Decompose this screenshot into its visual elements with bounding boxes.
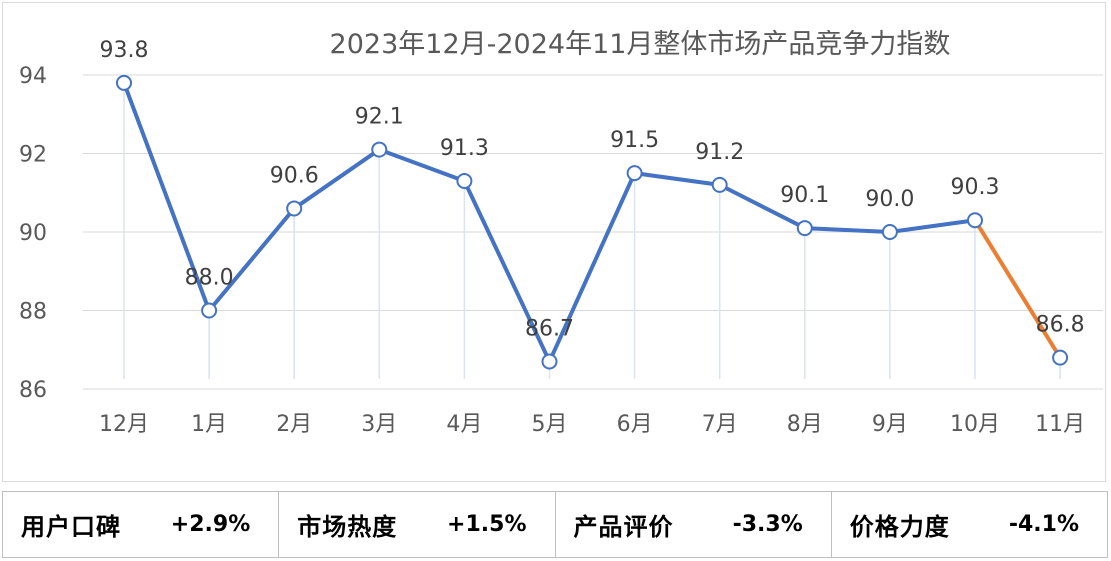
- x-tick-label: 2月: [276, 412, 312, 437]
- summary-cell-market-heat: 市场热度 +1.5%: [279, 492, 556, 557]
- series-line: [122, 80, 1063, 364]
- x-tick-label: 4月: [446, 412, 482, 437]
- y-tick-label: 94: [19, 64, 47, 89]
- data-label: 91.2: [695, 140, 744, 165]
- y-tick-label: 92: [19, 143, 47, 168]
- data-markers: [116, 74, 1069, 370]
- summary-label: 用户口碑: [21, 513, 121, 541]
- x-axis-ticks: 12月 1月 2月 3月 4月 5月 6月 7月 8月 9月 10月 11月: [99, 412, 1085, 437]
- data-label: 90.3: [951, 175, 1000, 200]
- data-point: [881, 224, 898, 240]
- x-tick-label: 1月: [191, 412, 227, 437]
- x-tick-label: 6月: [617, 412, 653, 437]
- data-label: 93.8: [100, 38, 149, 63]
- y-tick-label: 88: [19, 300, 47, 325]
- summary-value: -3.3%: [732, 512, 803, 537]
- x-tick-label: 11月: [1035, 412, 1085, 437]
- data-label: 86.7: [525, 317, 574, 342]
- y-tick-label: 90: [19, 221, 47, 246]
- data-point: [116, 74, 132, 91]
- summary-cell-price-strength: 价格力度 -4.1%: [832, 492, 1107, 557]
- data-point: [201, 302, 218, 319]
- summary-value: -4.1%: [1008, 512, 1079, 537]
- gridlines: [83, 74, 1103, 390]
- data-point: [286, 200, 303, 217]
- y-axis-ticks: 94 92 90 88 86: [19, 64, 47, 403]
- chart-frame: 2023年12月-2024年11月整体市场产品竞争力指数 94 92 90 88 86 …: [2, 2, 1106, 482]
- data-point: [456, 172, 473, 189]
- data-point: [967, 212, 983, 229]
- chart-title: 2023年12月-2024年11月整体市场产品竞争力指数: [330, 29, 951, 60]
- summary-label: 价格力度: [849, 513, 950, 541]
- data-label: 91.5: [610, 128, 659, 153]
- summary-bar: 用户口碑 +2.9% 市场热度 +1.5% 产品评价 -3.3% 价格力度 -4…: [2, 491, 1108, 558]
- data-label: 92.1: [355, 105, 404, 130]
- line-chart: 2023年12月-2024年11月整体市场产品竞争力指数 9492908886 …: [19, 29, 1103, 437]
- summary-value: +2.9%: [170, 512, 251, 537]
- data-label: 86.8: [1036, 313, 1085, 338]
- x-tick-label: 7月: [702, 412, 738, 437]
- summary-label: 产品评价: [573, 513, 674, 541]
- summary-cell-product-review: 产品评价 -3.3%: [556, 492, 832, 557]
- data-labels: 93.8 88.0 90.6 92.1 91.3 86.7 91.5 91.2 90.1 90.0…: [100, 38, 1085, 342]
- data-label: 91.3: [440, 136, 489, 161]
- x-tick-label: 5月: [532, 412, 568, 437]
- x-tick-label: 3月: [361, 412, 397, 437]
- x-tick-label: 10月: [950, 412, 1000, 437]
- summary-label: 市场热度: [297, 513, 398, 541]
- data-point: [541, 353, 558, 370]
- data-label: 90.1: [780, 183, 829, 208]
- data-label: 90.6: [270, 163, 319, 188]
- data-label: 88.0: [185, 266, 234, 291]
- summary-cell-user-reputation: 用户口碑 +2.9%: [3, 492, 280, 557]
- x-tick-label: 9月: [872, 412, 908, 437]
- x-tick-label: 12月: [99, 412, 149, 437]
- data-label: 90.0: [865, 187, 914, 212]
- x-tick-label: 8月: [787, 412, 823, 437]
- data-point: [371, 141, 388, 158]
- drop-lines: [123, 89, 1061, 379]
- data-point: [796, 220, 813, 237]
- y-tick-label: 86: [19, 378, 47, 403]
- data-point: [711, 176, 728, 193]
- data-point: [626, 165, 643, 182]
- data-point: [1052, 349, 1069, 366]
- series-line-last-segment: [973, 218, 1063, 360]
- summary-value: +1.5%: [447, 512, 527, 537]
